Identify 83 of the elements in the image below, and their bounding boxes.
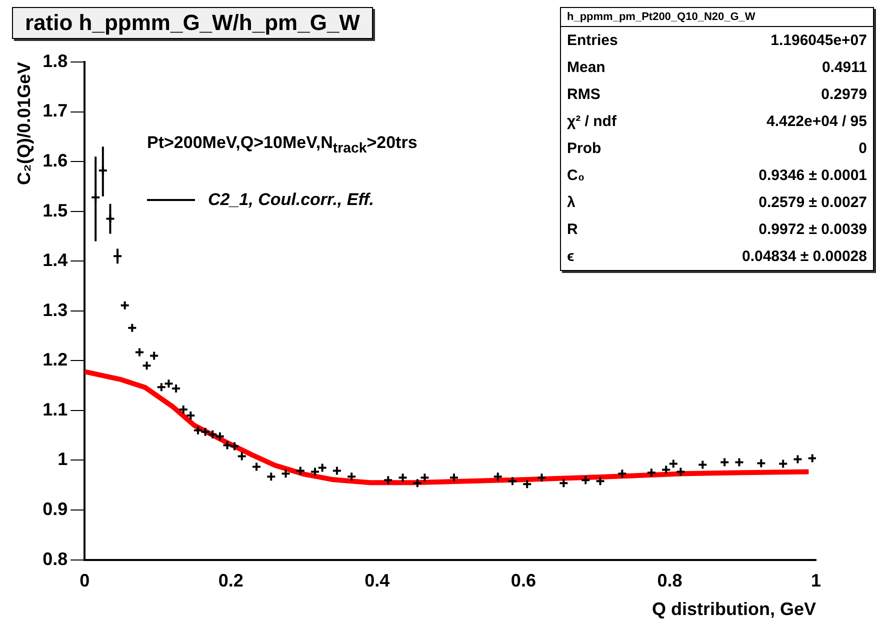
annotation: χ² / ndf [566, 112, 618, 132]
annotation: 4.422e+04 / 95 [765, 112, 868, 132]
point [595, 476, 606, 486]
point [251, 462, 262, 472]
x-tick-label: 0.8 [657, 570, 682, 591]
point [492, 472, 503, 482]
x-tick-label: 0.6 [510, 570, 536, 591]
point [317, 462, 328, 473]
point [720, 457, 730, 468]
point [142, 360, 152, 371]
y-tick-label: 0.9 [42, 498, 68, 519]
text: Entries [566, 31, 619, 51]
point [266, 472, 276, 482]
point [222, 440, 232, 450]
point [778, 458, 788, 469]
point [192, 425, 203, 436]
annotation: ϵ [566, 247, 576, 267]
point [792, 454, 803, 464]
y-tick-label: 1.6 [42, 150, 68, 171]
y-tick-label: 1.2 [42, 350, 68, 370]
point [383, 475, 394, 486]
text: h_ppmm_pm_Pt200_Q10_N20_G_W [561, 8, 873, 27]
annotation: 0.9972 ± 0.0039 [758, 220, 868, 240]
point [661, 464, 672, 475]
point [558, 478, 569, 488]
point [156, 382, 166, 392]
annotation: Mean [566, 58, 606, 78]
point [412, 478, 422, 488]
point [346, 472, 357, 482]
point [134, 347, 144, 358]
point [295, 466, 306, 476]
x-axis-title: Q distribution, GeV [652, 599, 816, 620]
y-tick-label: 1.1 [42, 399, 68, 420]
text: 0.2979 [820, 85, 868, 105]
annotation: 0.2579 ± 0.0027 [758, 193, 868, 213]
point [536, 472, 547, 483]
annotation: R [566, 220, 579, 240]
x-tick-label: 0 [80, 570, 90, 591]
point [698, 460, 708, 470]
annotation: Prob [566, 139, 602, 159]
y-tick-label: 1.8 [42, 50, 68, 71]
point [522, 479, 532, 490]
point [668, 458, 678, 469]
text: 1.196045e+07 [770, 31, 868, 51]
point [617, 468, 628, 479]
x-tick-label: 1 [810, 570, 822, 591]
y-tick-label: 1 [58, 449, 68, 470]
point [332, 466, 342, 476]
annotation: λ [566, 193, 576, 213]
annotation: RMS [566, 85, 602, 105]
y-tick-label: 1.3 [42, 300, 68, 320]
y-axis-title: C₂(Q)/0.01GeV [14, 62, 34, 186]
point [230, 441, 240, 452]
point [646, 468, 656, 478]
y-tick-label: 1.7 [42, 100, 68, 121]
x-tick-label: 0.2 [218, 570, 244, 591]
point [807, 453, 816, 464]
point [120, 300, 130, 310]
point [756, 458, 766, 468]
point [398, 472, 408, 483]
point [280, 468, 291, 479]
annotation: 0.04834 ± 0.00028 [740, 247, 868, 267]
point [310, 466, 320, 477]
text: 0 [858, 139, 868, 159]
y-tick-label: 1.4 [42, 250, 68, 270]
x-tick-label: 0.4 [364, 570, 390, 591]
point [734, 457, 744, 468]
point [676, 466, 686, 477]
annotation: C₀ [566, 166, 586, 186]
point [420, 472, 430, 483]
point [507, 476, 518, 486]
point [127, 322, 138, 333]
point [149, 350, 160, 361]
annotation: Pt>200MeV,Q>10MeV,N$_{track}$>20trs [147, 133, 418, 156]
point [448, 472, 459, 483]
chart-title: ratio h_ppmm_G_W/h_pm_G_W [12, 7, 373, 39]
point [580, 475, 591, 486]
text: 0.4911 [820, 58, 868, 78]
annotation: C2_1, Coul.corr., Eff. [208, 190, 374, 210]
point [236, 451, 247, 462]
y-tick-label: 1.5 [42, 200, 68, 220]
annotation: 0.9346 ± 0.0001 [758, 166, 868, 186]
y-tick-label: 0.8 [42, 548, 68, 569]
